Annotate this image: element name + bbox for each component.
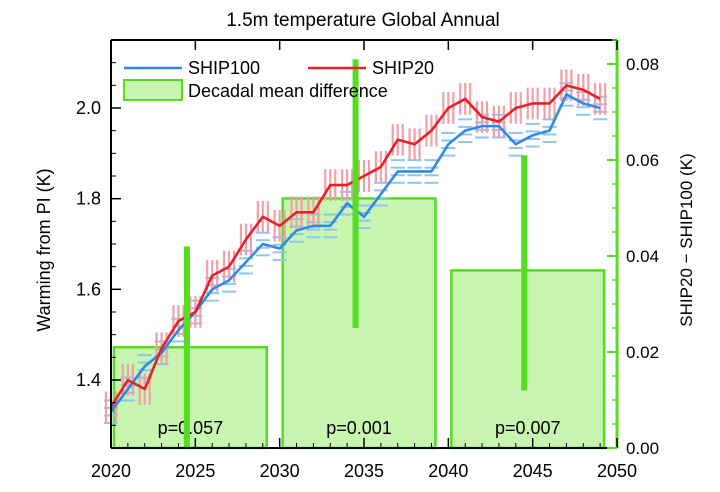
y-axis-left-label: Warming from PI (K) — [34, 168, 54, 331]
legend-decadal-label: Decadal mean difference — [188, 81, 388, 101]
x-tick-label: 2040 — [428, 461, 468, 481]
x-tick-label: 2035 — [344, 461, 384, 481]
axes-layer: 2020 2025 2030 2035 2040 2045 2050 1.4 1.6 1.8 2.0… — [76, 39, 659, 481]
legend-decadal-swatch — [123, 79, 183, 101]
y-left-tick-label: 2.0 — [76, 98, 101, 118]
y-right-tick-label: 0.08 — [626, 55, 659, 74]
x-tick-label: 2020 — [91, 461, 131, 481]
y-right-tick-label: 0.02 — [626, 343, 659, 362]
y-left-tick-label: 1.4 — [76, 370, 101, 390]
bar-error-bars-layer — [183, 59, 528, 448]
decadal-bar-p-value: p=0.001 — [326, 418, 392, 438]
y-left-tick-label: 1.8 — [76, 189, 101, 209]
legend-ship20-label: SHIP20 — [372, 58, 434, 78]
decadal-bar — [450, 269, 606, 450]
y-right-tick-label: 0.04 — [626, 247, 659, 266]
y-left-tick-label: 1.6 — [76, 279, 101, 299]
x-tick-label: 2025 — [175, 461, 215, 481]
x-tick-label: 2050 — [597, 461, 637, 481]
y-axis-right-label: SHIP20 − SHIP100 (K) — [677, 153, 696, 326]
decadal-bar — [281, 197, 437, 450]
decadal-bar-p-value: p=0.007 — [495, 418, 561, 438]
legend: SHIP100 SHIP20 Decadal mean difference — [123, 58, 434, 101]
decadal-bars-layer: p=0.057 p=0.001 p=0.007 — [112, 197, 606, 450]
x-tick-label: 2030 — [260, 461, 300, 481]
decadal-bar-p-value: p=0.057 — [158, 418, 224, 438]
legend-ship100-label: SHIP100 — [188, 58, 260, 78]
x-tick-label: 2045 — [513, 461, 553, 481]
y-right-tick-label: 0.00 — [626, 439, 659, 458]
chart-title: 1.5m temperature Global Annual — [226, 10, 500, 31]
y-right-tick-label: 0.06 — [626, 151, 659, 170]
